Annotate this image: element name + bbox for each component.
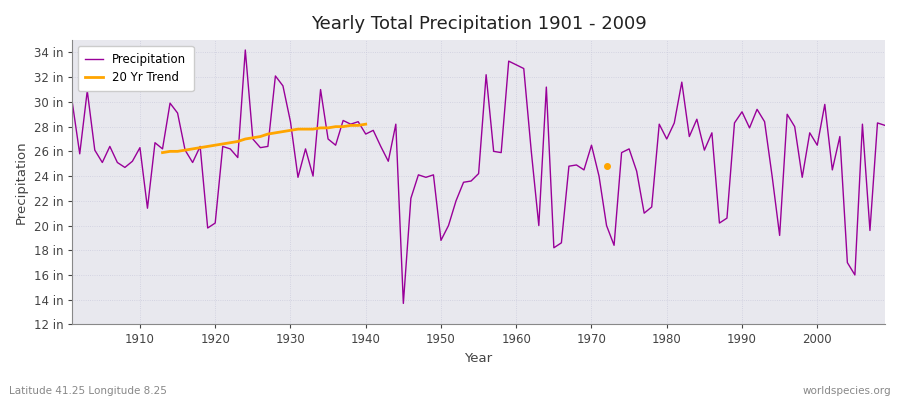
Precipitation bbox=[67, 100, 77, 104]
20 Yr Trend bbox=[232, 139, 243, 144]
20 Yr Trend bbox=[292, 127, 303, 132]
X-axis label: Year: Year bbox=[464, 352, 492, 365]
20 Yr Trend bbox=[323, 126, 334, 130]
20 Yr Trend bbox=[285, 128, 296, 133]
20 Yr Trend bbox=[338, 124, 348, 129]
20 Yr Trend bbox=[187, 146, 198, 151]
Precipitation bbox=[616, 150, 627, 155]
20 Yr Trend bbox=[270, 130, 281, 135]
20 Yr Trend bbox=[172, 149, 183, 154]
20 Yr Trend bbox=[248, 135, 258, 140]
20 Yr Trend bbox=[330, 124, 341, 129]
20 Yr Trend bbox=[158, 150, 168, 155]
20 Yr Trend bbox=[180, 148, 191, 152]
Precipitation bbox=[398, 301, 409, 306]
Precipitation bbox=[518, 66, 529, 71]
20 Yr Trend bbox=[360, 122, 371, 126]
20 Yr Trend bbox=[315, 126, 326, 130]
Text: worldspecies.org: worldspecies.org bbox=[803, 386, 891, 396]
20 Yr Trend bbox=[210, 143, 220, 148]
Precipitation bbox=[240, 48, 251, 52]
Precipitation bbox=[879, 123, 890, 128]
20 Yr Trend bbox=[346, 123, 356, 128]
Text: Latitude 41.25 Longitude 8.25: Latitude 41.25 Longitude 8.25 bbox=[9, 386, 166, 396]
20 Yr Trend bbox=[263, 132, 274, 136]
20 Yr Trend bbox=[353, 123, 364, 128]
20 Yr Trend bbox=[217, 142, 228, 146]
20 Yr Trend bbox=[255, 134, 266, 139]
20 Yr Trend bbox=[308, 127, 319, 132]
Precipitation bbox=[526, 149, 536, 154]
20 Yr Trend bbox=[202, 144, 213, 149]
Precipitation bbox=[300, 146, 310, 151]
20 Yr Trend bbox=[165, 149, 176, 154]
Title: Yearly Total Precipitation 1901 - 2009: Yearly Total Precipitation 1901 - 2009 bbox=[310, 15, 646, 33]
20 Yr Trend bbox=[300, 127, 310, 132]
Precipitation bbox=[346, 122, 356, 126]
20 Yr Trend bbox=[225, 140, 236, 145]
Y-axis label: Precipitation: Precipitation bbox=[15, 140, 28, 224]
20 Yr Trend bbox=[240, 137, 251, 142]
20 Yr Trend bbox=[277, 129, 288, 134]
Line: 20 Yr Trend: 20 Yr Trend bbox=[163, 124, 365, 152]
Line: Precipitation: Precipitation bbox=[72, 50, 885, 304]
Precipitation bbox=[127, 159, 138, 164]
20 Yr Trend bbox=[194, 145, 205, 150]
Legend: Precipitation, 20 Yr Trend: Precipitation, 20 Yr Trend bbox=[78, 46, 194, 91]
